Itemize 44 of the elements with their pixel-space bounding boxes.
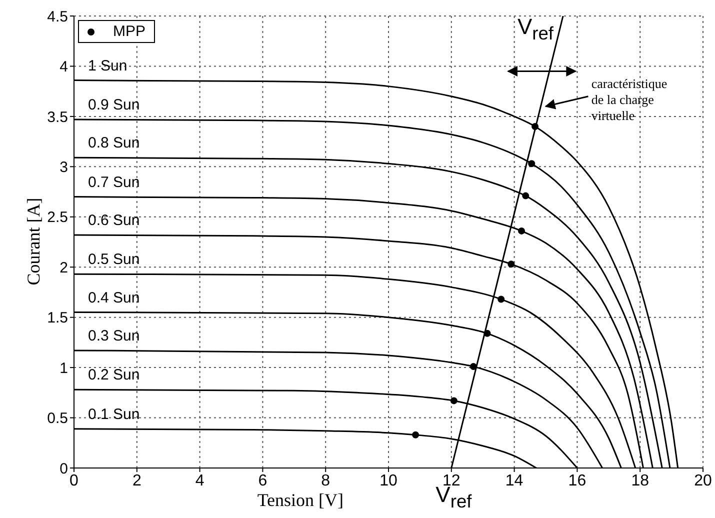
y-tick-label: 4 [60,58,68,76]
point [498,296,505,303]
point [522,192,530,200]
series-label: 0.5 Sun [88,251,140,268]
series-label: 1 Sun [88,57,128,74]
y-tick-label: 3.5 [47,108,68,126]
point [412,431,420,438]
legend-label: MPP [112,23,146,40]
series-label: 0.3 Sun [88,327,140,344]
y-tick-label: 3 [60,158,68,176]
x-tick-label: 6 [258,472,268,490]
series-label: 0.9 Sun [88,96,140,114]
point [518,227,526,234]
y-tick-label: 4.5 [47,8,68,26]
x-tick-label: 18 [631,472,650,490]
series-label: 0.6 Sun [88,212,140,229]
x-tick-label: 10 [380,472,398,490]
x-axis-title: Tension [V] [256,490,345,511]
y-tick-label: 1.5 [47,310,68,327]
series-label: 0.8 Sun [88,134,140,152]
y-axis-title: Courant [A] [24,196,44,288]
y-tick-label: 2 [60,259,68,276]
series-label: 0.2 Sun [88,366,140,384]
x-tick-label: 16 [568,472,586,490]
x-tick-label: 20 [694,472,712,490]
series-label: 0.7 Sun [88,174,140,191]
point [532,122,539,130]
annotation: caractéristique de la charge virtuelle [591,76,668,124]
y-tick-label: 2.5 [47,209,68,226]
y-tick-label: 0.5 [47,410,68,428]
series-label: 0.1 Sun [88,406,140,423]
point [470,363,477,370]
x-tick-label: 8 [321,472,330,490]
point [528,160,536,168]
point [484,330,491,337]
x-tick-label: 14 [505,472,524,490]
annotation: V$_{ref}$ [517,14,554,44]
point [508,260,515,268]
x-tick-label: 2 [132,472,142,490]
y-tick-label: 0 [60,460,68,478]
series-label: 0.4 Sun [88,289,140,306]
point [450,397,458,404]
y-tick-label: 1 [60,360,68,377]
x-tick-label: 4 [195,472,204,490]
